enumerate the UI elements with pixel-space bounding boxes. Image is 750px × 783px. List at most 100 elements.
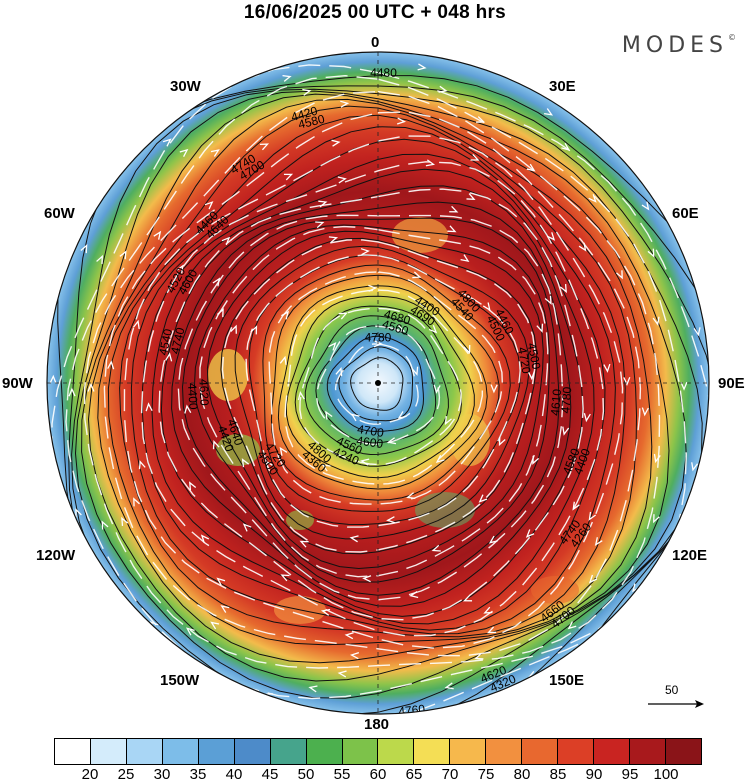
streamline-arrowhead <box>360 248 370 256</box>
colorbar-cell <box>198 739 235 764</box>
streamline-arrowhead <box>302 88 312 96</box>
wind-streamline <box>284 289 483 485</box>
streamline-arrowhead <box>200 534 210 544</box>
colorbar-cell <box>234 739 271 764</box>
pole-marker <box>375 380 381 386</box>
wind-streamline <box>123 135 624 649</box>
wind-streamline <box>83 90 661 669</box>
contour-label: 4420 <box>290 104 320 125</box>
streamline-arrowhead <box>559 284 567 294</box>
colorbar-tick-label: 95 <box>621 766 639 783</box>
height-contour <box>130 138 616 635</box>
lon-label-30e: 30E <box>549 78 576 95</box>
streamline-arrowhead <box>396 117 407 125</box>
colorbar-tick-label: 25 <box>117 766 135 783</box>
colorbar-cell <box>306 739 343 764</box>
colorbar-cell <box>162 739 199 764</box>
colorbar-cell <box>55 739 91 764</box>
wind-streamline <box>177 214 564 601</box>
streamline-arrowhead <box>616 270 623 280</box>
streamline-arrowhead <box>444 682 454 690</box>
colorbar-tick-label: 55 <box>333 766 351 783</box>
contour-label: 4580 <box>297 112 327 132</box>
colorbar-tick-label: 70 <box>441 766 459 783</box>
streamline-arrowhead <box>331 139 341 147</box>
streamline-arrowhead <box>259 143 270 151</box>
streamline-arrowhead <box>299 540 309 548</box>
contour-label: 4780 <box>558 386 574 414</box>
lon-label-30w: 30W <box>170 78 201 95</box>
colorbar-tick-label: 75 <box>477 766 495 783</box>
streamline-arrowhead <box>527 371 535 381</box>
contour-label: 4700 <box>356 422 385 440</box>
streamline-arrowhead <box>230 324 237 334</box>
streamline-arrowhead <box>308 685 318 693</box>
streamline-arrowhead <box>526 163 536 172</box>
contour-label: 4400 <box>185 383 200 411</box>
streamline-arrowhead <box>338 312 348 320</box>
wind-streamline <box>103 111 642 657</box>
lon-label-120e: 120E <box>672 547 708 564</box>
streamline-arrowhead <box>210 621 220 630</box>
contour-label: 4740 <box>168 326 188 355</box>
streamline-arrowhead <box>488 535 498 544</box>
streamline-arrowhead <box>623 376 631 386</box>
height-contour <box>277 285 488 490</box>
colorbar-ticks: 20 25 30 35 40 45 50 55 60 65 70 75 80 85 90 95 100 <box>54 766 702 783</box>
height-contour <box>119 126 626 638</box>
colorbar-cell <box>665 739 701 764</box>
height-contour <box>248 254 521 526</box>
colorbar-cell <box>450 739 487 764</box>
wind-streamline <box>245 254 521 528</box>
streamline-arrowhead <box>189 481 197 491</box>
streamline-arrowhead <box>653 514 660 524</box>
streamline-arrowhead <box>588 511 597 521</box>
page-title: 16/06/2025 00 UTC + 048 hrs <box>243 2 507 23</box>
streamline-arrowhead <box>250 325 258 335</box>
streamline-arrowhead <box>588 574 598 584</box>
streamline-arrowhead <box>325 410 333 420</box>
colorbar-tick-label: 85 <box>549 766 567 783</box>
colorbar-cell <box>126 739 163 764</box>
streamline-arrowhead <box>179 148 189 157</box>
streamline-arrowhead <box>96 254 103 265</box>
streamline-arrowhead <box>176 264 184 274</box>
streamline-arrowhead <box>536 323 544 333</box>
colorbar-tick-label: 40 <box>225 766 243 783</box>
streamline-arrowhead <box>75 508 82 518</box>
lon-label-60e: 60E <box>672 205 699 222</box>
height-contour <box>71 88 709 714</box>
lon-label-120w: 120W <box>36 547 76 564</box>
colorbar-cell <box>270 739 307 764</box>
colorbar-tick-label: 35 <box>189 766 207 783</box>
streamline-arrowhead <box>165 352 173 362</box>
streamline-arrowhead <box>396 325 406 332</box>
streamline-arrowhead <box>283 173 294 181</box>
streamline-arrowhead <box>641 407 649 417</box>
streamline-arrowhead <box>525 529 535 538</box>
colorbar-tick-label: 80 <box>513 766 531 783</box>
streamline-arrowhead <box>428 325 438 334</box>
contour-label: 4620 <box>197 379 212 406</box>
streamline-arrowhead <box>417 63 427 71</box>
lon-label-90e: 90E <box>718 375 745 392</box>
streamline-arrowhead <box>212 277 221 287</box>
streamline-arrowhead <box>435 454 445 464</box>
colorbar-cell <box>522 739 559 764</box>
wind-streamline <box>158 188 584 621</box>
streamline-arrowhead <box>145 402 153 412</box>
colorbar-cell <box>630 739 666 764</box>
streamline-arrowhead <box>594 537 603 547</box>
streamline-arrowhead <box>544 108 554 116</box>
colorbar-cell <box>414 739 451 764</box>
streamline-arrowhead <box>652 316 660 326</box>
streamline-arrowhead <box>498 436 506 447</box>
streamline-arrowhead <box>101 520 109 530</box>
colorbar-cell <box>342 739 379 764</box>
streamline-arrowhead <box>279 446 288 456</box>
colorbar-tick-label: 45 <box>261 766 279 783</box>
streamline-arrowhead <box>87 382 95 392</box>
height-contour <box>350 357 404 411</box>
streamline-arrowhead <box>463 344 471 355</box>
streamline-arrowhead <box>80 244 88 254</box>
